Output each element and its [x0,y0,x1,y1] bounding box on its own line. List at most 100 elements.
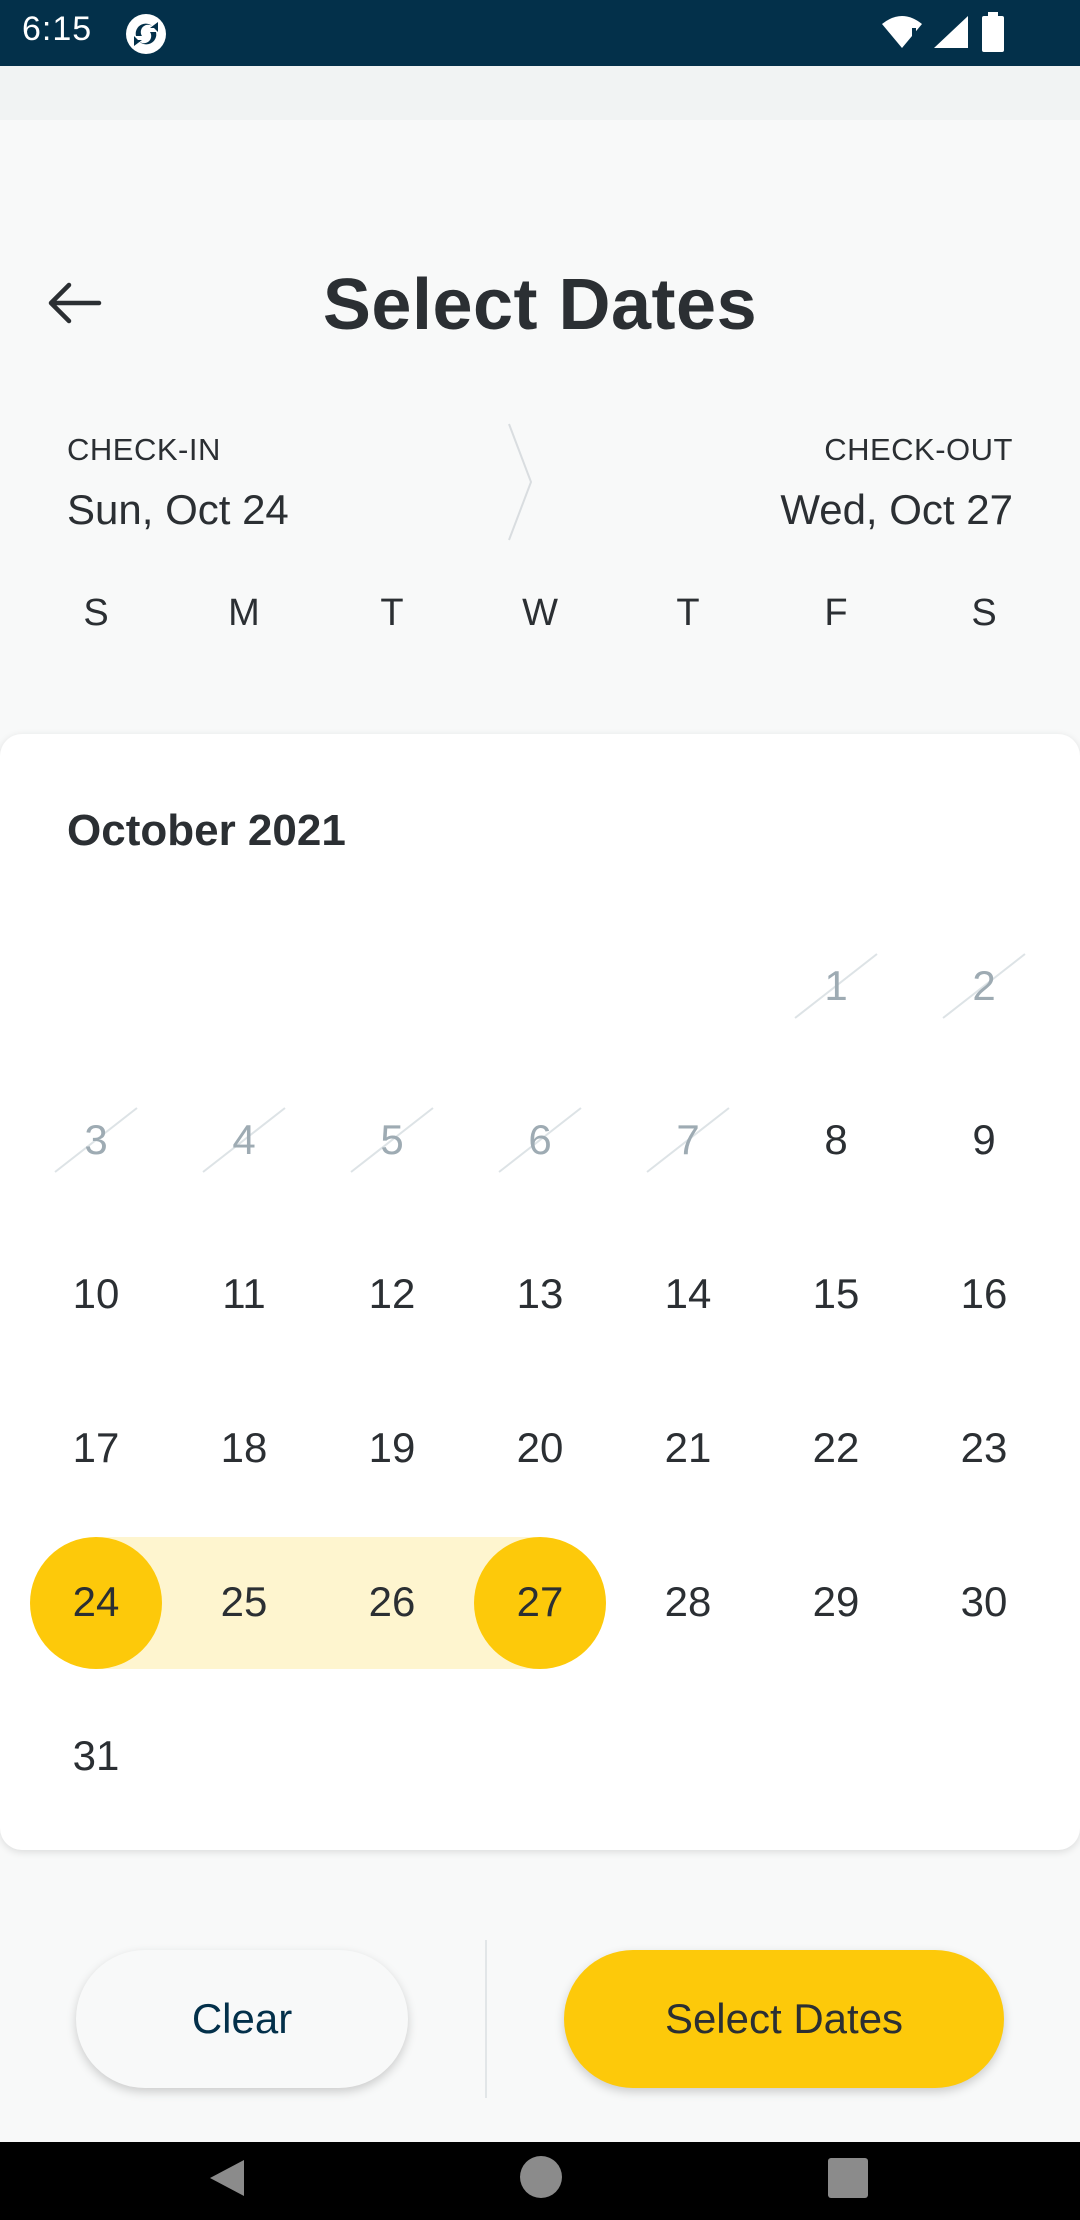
calendar-day[interactable]: 8 [762,1075,910,1205]
calendar-day-number: 12 [368,1270,416,1317]
calendar-day[interactable]: 25 [170,1537,318,1667]
calendar-day-number: 29 [812,1578,860,1625]
calendar-grid: 1 2 3 4 5 6 7 8 9 10 11 12 13 14 15 16 17 18 19 20 21 22 23 24 2… [22,909,1058,1833]
month-title: October 2021 [67,806,346,855]
calendar-day: 1 [762,921,910,1051]
calendar-day-number: 17 [72,1424,120,1471]
checkout-value[interactable]: Wed, Oct 27 [780,486,1013,533]
calendar-day[interactable]: 30 [910,1537,1058,1667]
calendar-day-number: 25 [220,1578,268,1625]
weekday-header: S M T W T F S [22,592,1058,642]
nav-back-icon[interactable] [204,2156,248,2200]
checkout-label: CHECK-OUT [824,432,1013,467]
calendar-day: 7 [614,1075,762,1205]
select-dates-button[interactable]: Select Dates [564,1950,1004,2088]
calendar-day: 6 [466,1075,614,1205]
calendar-day[interactable]: 23 [910,1383,1058,1513]
calendar-day[interactable]: 27 [466,1537,614,1669]
calendar-day[interactable]: 11 [170,1229,318,1359]
page-title: Select Dates [322,265,758,345]
calendar-day[interactable]: 26 [318,1537,466,1667]
calendar-day-number: 7 [676,1116,700,1163]
arrow-left-icon [48,282,102,324]
calendar-day-number: 14 [664,1270,712,1317]
status-time: 6:15 [22,10,93,48]
calendar-week-row: 3 4 5 6 7 8 9 [22,1063,1058,1217]
nav-home-icon[interactable] [520,2156,562,2198]
weekday-label: S [971,592,997,634]
calendar-day-number: 8 [824,1116,848,1163]
battery-icon [982,12,1004,52]
calendar-day-number: 5 [380,1116,404,1163]
clear-button[interactable]: Clear [76,1950,408,2088]
calendar-day: 3 [22,1075,170,1205]
calendar-day-number: 23 [960,1424,1008,1471]
checkin-label: CHECK-IN [67,432,221,467]
app-logo-icon [126,14,166,54]
nav-recents-icon[interactable] [828,2158,868,2198]
calendar-day-number: 18 [220,1424,268,1471]
calendar-day: 2 [910,921,1058,1051]
calendar-day[interactable]: 15 [762,1229,910,1359]
calendar-day-number: 26 [368,1578,416,1625]
calendar-day[interactable]: 9 [910,1075,1058,1205]
calendar-day-number: 9 [972,1116,996,1163]
calendar-day[interactable]: 22 [762,1383,910,1513]
calendar-day-number: 20 [516,1424,564,1471]
selected-range-band [96,1537,540,1669]
divider [485,1940,487,2098]
selected-day-marker [474,1537,606,1669]
calendar-day-number: 10 [72,1270,120,1317]
weekday-label: S [83,592,109,634]
calendar-day-number: 31 [72,1732,120,1779]
calendar-day-number: 1 [824,962,848,1009]
calendar-day[interactable]: 10 [22,1229,170,1359]
calendar-day-number: 13 [516,1270,564,1317]
calendar-day-number: 24 [72,1578,120,1625]
status-bar: 6:15 [0,0,1080,66]
calendar-day-number: 3 [84,1116,108,1163]
calendar-day-number: 4 [232,1116,256,1163]
calendar-day[interactable]: 28 [614,1537,762,1667]
weekday-label: F [824,592,848,634]
calendar-day-number: 22 [812,1424,860,1471]
calendar-day-number: 30 [960,1578,1008,1625]
calendar-day[interactable]: 12 [318,1229,466,1359]
calendar-day[interactable]: 13 [466,1229,614,1359]
calendar-day-number: 6 [528,1116,552,1163]
back-button[interactable] [40,268,110,338]
calendar-day[interactable]: 16 [910,1229,1058,1359]
calendar-day: 4 [170,1075,318,1205]
calendar-day[interactable]: 19 [318,1383,466,1513]
top-strip [0,66,1080,120]
chevron-right-icon [508,423,533,541]
checkin-value[interactable]: Sun, Oct 24 [67,486,289,533]
calendar-day[interactable]: 20 [466,1383,614,1513]
weekday-label: W [522,592,558,634]
calendar-day[interactable]: 14 [614,1229,762,1359]
calendar-day-number: 11 [222,1270,266,1317]
calendar-week-row: 10 11 12 13 14 15 16 [22,1217,1058,1371]
calendar-day[interactable]: 18 [170,1383,318,1513]
calendar-day-number: 16 [960,1270,1008,1317]
calendar-day-number: 21 [664,1424,712,1471]
wifi-icon [882,16,922,48]
calendar-day-number: 19 [368,1424,416,1471]
selected-day-marker [30,1537,162,1669]
calendar-day[interactable]: 21 [614,1383,762,1513]
calendar-week-row: 31 [22,1679,1058,1833]
signal-icon [934,16,968,48]
weekday-label: M [228,592,260,634]
calendar-day[interactable]: 31 [22,1691,170,1821]
weekday-label: T [380,592,404,634]
calendar-day[interactable]: 29 [762,1537,910,1667]
calendar-day[interactable]: 17 [22,1383,170,1513]
calendar-day: 5 [318,1075,466,1205]
calendar-day-number: 28 [664,1578,712,1625]
calendar-week-row: 17 18 19 20 21 22 23 [22,1371,1058,1525]
calendar-day-number: 2 [972,962,996,1009]
calendar-day-number: 27 [516,1578,564,1625]
calendar-day[interactable]: 24 [22,1537,170,1669]
calendar-day-number: 15 [812,1270,860,1317]
